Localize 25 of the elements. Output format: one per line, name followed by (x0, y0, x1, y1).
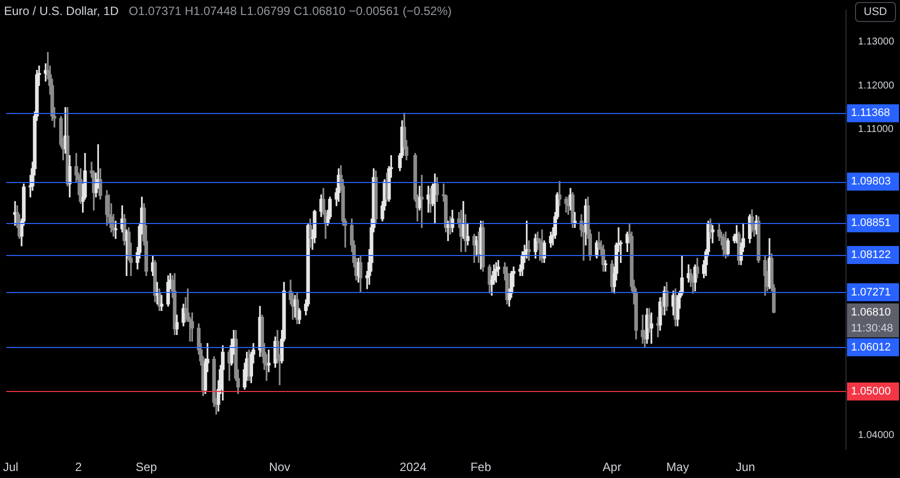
ref-line-label: 1.11368 (851, 107, 890, 120)
x-tick-label: 2024 (400, 460, 427, 474)
x-tick-label: Jul (3, 460, 18, 474)
x-tick-label: Nov (268, 460, 290, 474)
y-tick-label: 1.04000 (858, 430, 895, 441)
y-tick-label: 1.13000 (858, 36, 895, 48)
text: 1.06810 (851, 306, 891, 318)
chart-subtitle: O1.07371 H1.07448 L1.06799 C1.06810 −0.00561 (−0.52%) (128, 4, 452, 18)
ref-line-label: 1.08851 (851, 217, 891, 230)
ref-line-label: 1.05000 (851, 386, 891, 398)
chart-title: Euro / U.S. Dollar, 1D (4, 4, 119, 18)
ref-line-label: 1.07271 (851, 286, 891, 298)
ref-line-label: 1.06012 (851, 341, 891, 354)
x-tick-label: Apr (602, 460, 622, 474)
text: USD (854, 2, 896, 22)
x-tick-label: Feb (470, 460, 492, 474)
text: 11:30:48 (851, 322, 894, 334)
x-tick-label: Sep (136, 460, 158, 474)
ref-line-label: 1.08122 (851, 249, 891, 262)
y-tick-label: 1.12000 (858, 80, 895, 92)
x-tick-label: Jun (736, 460, 756, 474)
y-tick-label: 1.11000 (858, 124, 894, 136)
x-tick-label: May (666, 460, 689, 474)
ref-line-label: 1.09803 (851, 176, 891, 188)
x-tick-label: 2 (75, 460, 82, 474)
